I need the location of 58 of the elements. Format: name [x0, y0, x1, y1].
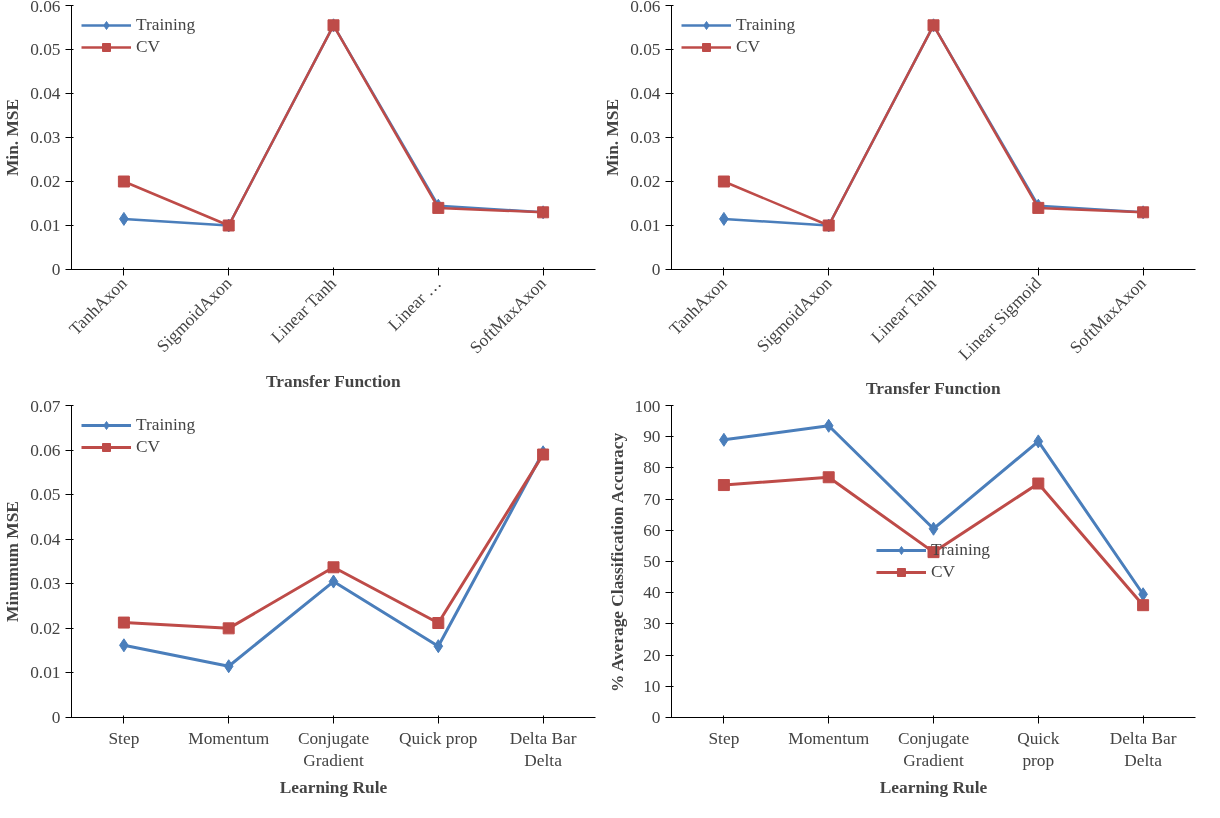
y-tick-label: 0.05	[630, 40, 661, 59]
y-tick-label: 0.03	[630, 128, 661, 147]
y-axis-title: % Average Classification Accuracy	[607, 432, 627, 692]
legend-label: Training	[136, 15, 196, 35]
legend-label: CV	[930, 562, 956, 582]
x-tick-label: Delta Bar Delta	[1109, 728, 1177, 771]
x-axis-title: Transfer Function	[266, 372, 402, 392]
y-tick-label: 20	[643, 645, 661, 665]
y-tick-label: 0.03	[30, 574, 61, 594]
y-axis-title: Min. MSE	[3, 98, 23, 177]
y-tick-label: 0.04	[30, 84, 61, 103]
y-tick-label: 100	[634, 396, 661, 416]
legend-label: Training	[136, 415, 196, 435]
y-tick-label: 0.05	[30, 40, 61, 59]
y-tick-label: 50	[643, 552, 661, 571]
y-axis-title: Minumum MSE	[3, 501, 23, 622]
y-tick-label: 0	[51, 708, 61, 727]
y-tick-label: 0.05	[30, 485, 61, 505]
x-tick-label: Momentum	[788, 728, 870, 748]
y-tick-label: 0.06	[30, 440, 61, 460]
y-tick-label: 90	[643, 427, 661, 447]
y-tick-label: 40	[643, 583, 661, 603]
x-tick-label: Step	[708, 728, 740, 748]
y-tick-label: 0.07	[30, 396, 61, 416]
x-tick-label: Step	[108, 728, 140, 748]
y-tick-label: 0.01	[30, 216, 61, 235]
x-tick-label: Conjugate Gradient	[297, 728, 370, 771]
legend-label: CV	[736, 37, 761, 57]
legend-label: CV	[136, 437, 161, 457]
x-tick-label: Quick prop	[1017, 728, 1060, 771]
x-tick-label: Conjugate Gradient	[897, 728, 970, 771]
y-tick-label: 0.04	[30, 529, 61, 549]
y-tick-label: 60	[643, 520, 661, 540]
x-tick-label: Delta Bar Delta	[509, 728, 577, 771]
y-tick-label: 30	[643, 614, 661, 634]
y-tick-label: 10	[643, 676, 661, 696]
y-tick-label: 0.02	[30, 618, 61, 638]
y-tick-label: 0	[51, 260, 61, 279]
y-tick-label: 80	[643, 458, 661, 478]
x-axis-title: Transfer Function	[866, 378, 1002, 398]
y-tick-label: 0.06	[30, 0, 61, 16]
y-tick-label: 0.03	[30, 128, 61, 147]
y-tick-label: 0.02	[30, 172, 61, 191]
y-tick-label: 0	[651, 260, 661, 279]
y-tick-label: 0	[651, 708, 661, 727]
x-axis-title: Learning Rule	[879, 778, 988, 798]
x-tick-label: Quick prop	[399, 728, 478, 748]
y-tick-label: 0.06	[630, 0, 661, 16]
y-tick-label: 0.01	[630, 216, 661, 235]
x-axis-title: Learning Rule	[279, 778, 388, 798]
x-tick-label: Momentum	[188, 728, 270, 748]
legend-label: Training	[736, 15, 796, 35]
legend-label: CV	[136, 37, 161, 57]
y-axis-title: Min. MSE	[603, 98, 623, 177]
y-tick-label: 0.02	[630, 172, 661, 191]
y-tick-label: 0.01	[30, 663, 61, 683]
y-tick-label: 0.04	[630, 84, 661, 103]
y-tick-label: 70	[643, 489, 661, 509]
